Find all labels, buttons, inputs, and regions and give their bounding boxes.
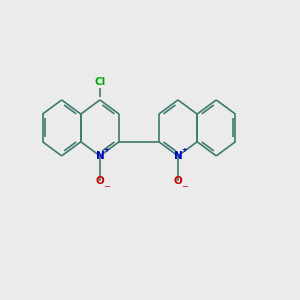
Text: N: N — [174, 151, 182, 161]
Text: O: O — [174, 176, 182, 186]
Text: N: N — [96, 151, 104, 161]
Text: −: − — [181, 182, 188, 191]
Text: Cl: Cl — [94, 77, 106, 87]
Text: −: − — [103, 182, 110, 191]
Text: O: O — [96, 176, 104, 186]
Text: +: + — [103, 147, 109, 153]
Text: +: + — [182, 147, 188, 153]
